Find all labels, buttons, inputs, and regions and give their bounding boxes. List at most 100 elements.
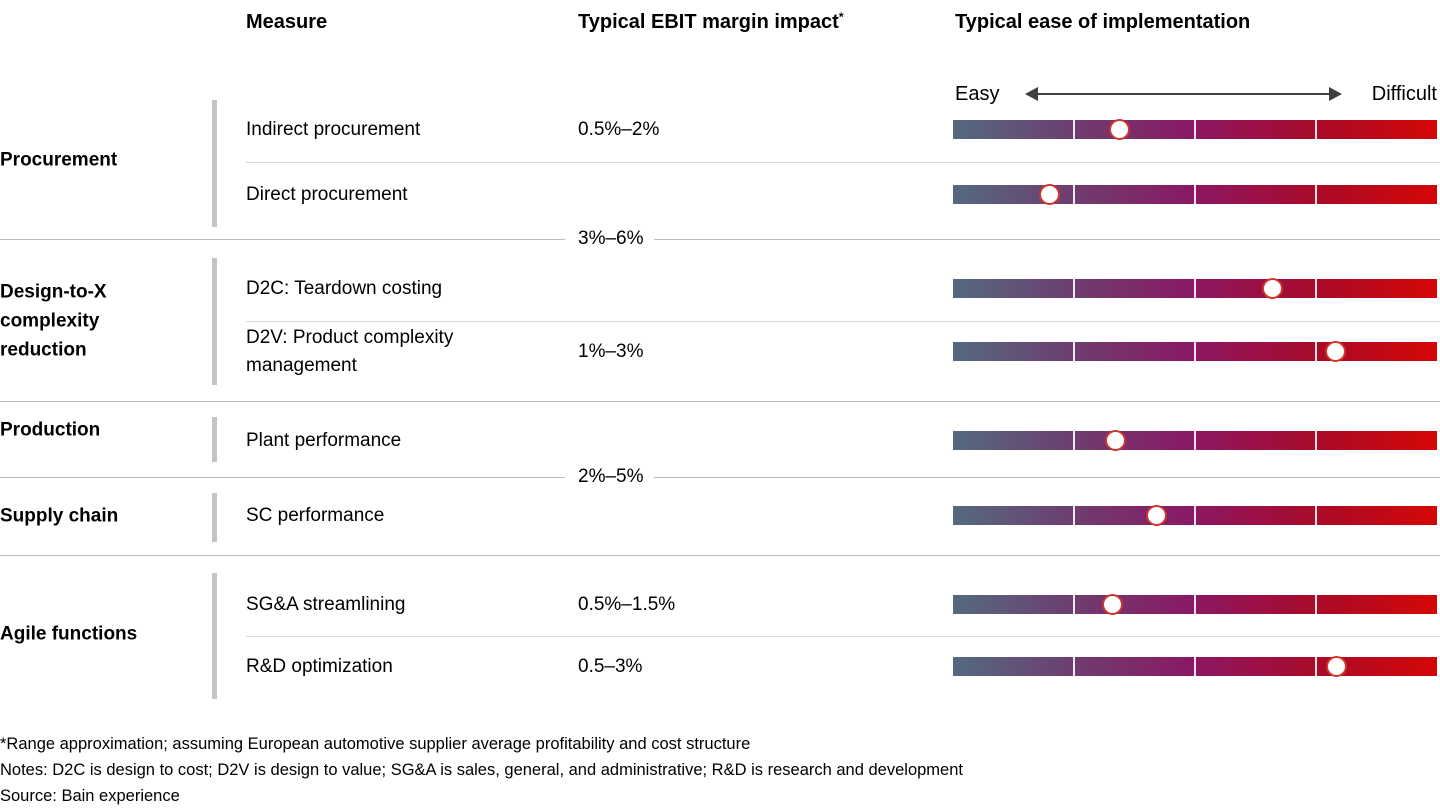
- category-line: reduction: [0, 339, 87, 361]
- row-divider: [246, 321, 1440, 322]
- ease-scale: Easy Difficult: [955, 83, 1437, 105]
- bar-tick: [1073, 279, 1075, 298]
- category-line: Supply chain: [0, 505, 119, 527]
- bar-tick: [1073, 185, 1075, 204]
- section-divider-line: [0, 477, 1440, 478]
- section-bracket: [212, 258, 217, 385]
- bar-tick: [1315, 595, 1317, 614]
- measure-line: SC performance: [246, 504, 385, 526]
- bar-tick: [1315, 279, 1317, 298]
- ease-bar: [953, 278, 1437, 299]
- category-label: Supply chain: [0, 502, 118, 531]
- category-label: Design-to-X complexity reduction: [0, 278, 107, 365]
- measure-label: Direct procurement: [246, 181, 408, 209]
- row-divider: [246, 636, 1440, 637]
- ease-dot: [1326, 656, 1348, 677]
- section-divider-line: [0, 555, 1440, 556]
- arrow-line: [1034, 93, 1333, 95]
- bar-tick: [1194, 185, 1196, 204]
- ebit-value: 0.5%–2%: [578, 118, 660, 140]
- category-line: Production: [0, 419, 101, 441]
- divider-ebit-value: 2%–5%: [565, 464, 654, 490]
- ease-dot: [1102, 594, 1124, 615]
- footnote-notes: Notes: D2C is design to cost; D2V is des…: [0, 761, 963, 779]
- bar-tick: [1315, 431, 1317, 450]
- bar-tick: [1073, 120, 1075, 139]
- ease-dot: [1104, 430, 1126, 451]
- ease-dot: [1261, 278, 1283, 299]
- bar-tick: [1194, 120, 1196, 139]
- bar-tick: [1315, 657, 1317, 676]
- section-bracket: [212, 493, 217, 542]
- measure-line: management: [246, 354, 357, 376]
- easy-label: Easy: [955, 83, 1000, 105]
- bar-tick: [1315, 185, 1317, 204]
- ebit-value: 1%–3%: [578, 340, 644, 362]
- category-line: complexity: [0, 310, 100, 332]
- section-bracket: [212, 573, 217, 699]
- ebit-value: 0.5–3%: [578, 655, 643, 677]
- category-label: Production: [0, 416, 100, 445]
- bar-tick: [1194, 506, 1196, 525]
- ease-bar: [953, 430, 1437, 451]
- ease-bar: [953, 656, 1437, 677]
- ease-bar: [953, 184, 1437, 205]
- measure-label: Plant performance: [246, 427, 401, 455]
- difficult-label: Difficult: [1371, 83, 1437, 105]
- bar-tick: [1194, 657, 1196, 676]
- ease-dot: [1109, 119, 1131, 140]
- ebit-footnote-marker: *: [838, 10, 844, 24]
- ease-dot: [1324, 341, 1346, 362]
- bar-tick: [1194, 279, 1196, 298]
- footnotes: *Range approximation; assuming European …: [0, 731, 963, 809]
- bar-tick: [1073, 342, 1075, 361]
- ease-bar: [953, 505, 1437, 526]
- measure-label: SG&A streamlining: [246, 591, 405, 619]
- bar-tick: [1073, 595, 1075, 614]
- bar-tick: [1073, 431, 1075, 450]
- category-line: Design-to-X: [0, 281, 107, 303]
- column-header-measure: Measure: [246, 11, 328, 33]
- section-bracket: [212, 417, 217, 462]
- row-divider: [246, 162, 1440, 163]
- bar-tick: [1073, 657, 1075, 676]
- footnote-source: Source: Bain experience: [0, 787, 180, 805]
- measure-label: R&D optimization: [246, 653, 393, 681]
- scale-arrow-icon: [1025, 87, 1342, 101]
- category-line: Agile functions: [0, 623, 138, 645]
- measure-line: D2C: Teardown costing: [246, 277, 443, 299]
- column-header-ebit-text: Typical EBIT margin impact: [578, 11, 839, 33]
- arrowhead-left-icon: [1025, 87, 1038, 101]
- bar-tick: [1315, 120, 1317, 139]
- column-header-ease: Typical ease of implementation: [955, 11, 1251, 33]
- bar-tick: [1194, 342, 1196, 361]
- category-label: Agile functions: [0, 620, 137, 649]
- ease-bar: [953, 119, 1437, 140]
- footnote-range: *Range approximation; assuming European …: [0, 735, 751, 753]
- measure-line: R&D optimization: [246, 655, 393, 677]
- bar-tick: [1315, 342, 1317, 361]
- category-label: Procurement: [0, 146, 117, 175]
- section-divider-line: [0, 401, 1440, 402]
- section-bracket: [212, 100, 217, 227]
- ease-dot: [1039, 184, 1061, 205]
- ease-bar: [953, 341, 1437, 362]
- measure-line: D2V: Product complexity: [246, 326, 454, 348]
- measure-line: SG&A streamlining: [246, 593, 406, 615]
- measure-label: Indirect procurement: [246, 116, 420, 144]
- section-divider-line: [0, 239, 1440, 240]
- bar-tick: [1315, 506, 1317, 525]
- category-line: Procurement: [0, 149, 118, 171]
- measure-line: Indirect procurement: [246, 118, 421, 140]
- bar-tick: [1194, 595, 1196, 614]
- measure-line: Plant performance: [246, 429, 402, 451]
- bar-tick: [1073, 506, 1075, 525]
- column-header-ebit: Typical EBIT margin impact*: [578, 10, 843, 37]
- arrowhead-right-icon: [1329, 87, 1342, 101]
- measure-label: SC performance: [246, 502, 384, 530]
- ease-dot: [1145, 505, 1167, 526]
- measure-line: Direct procurement: [246, 183, 408, 205]
- measure-label: D2C: Teardown costing: [246, 275, 442, 303]
- measure-label: D2V: Product complexity management: [246, 324, 453, 380]
